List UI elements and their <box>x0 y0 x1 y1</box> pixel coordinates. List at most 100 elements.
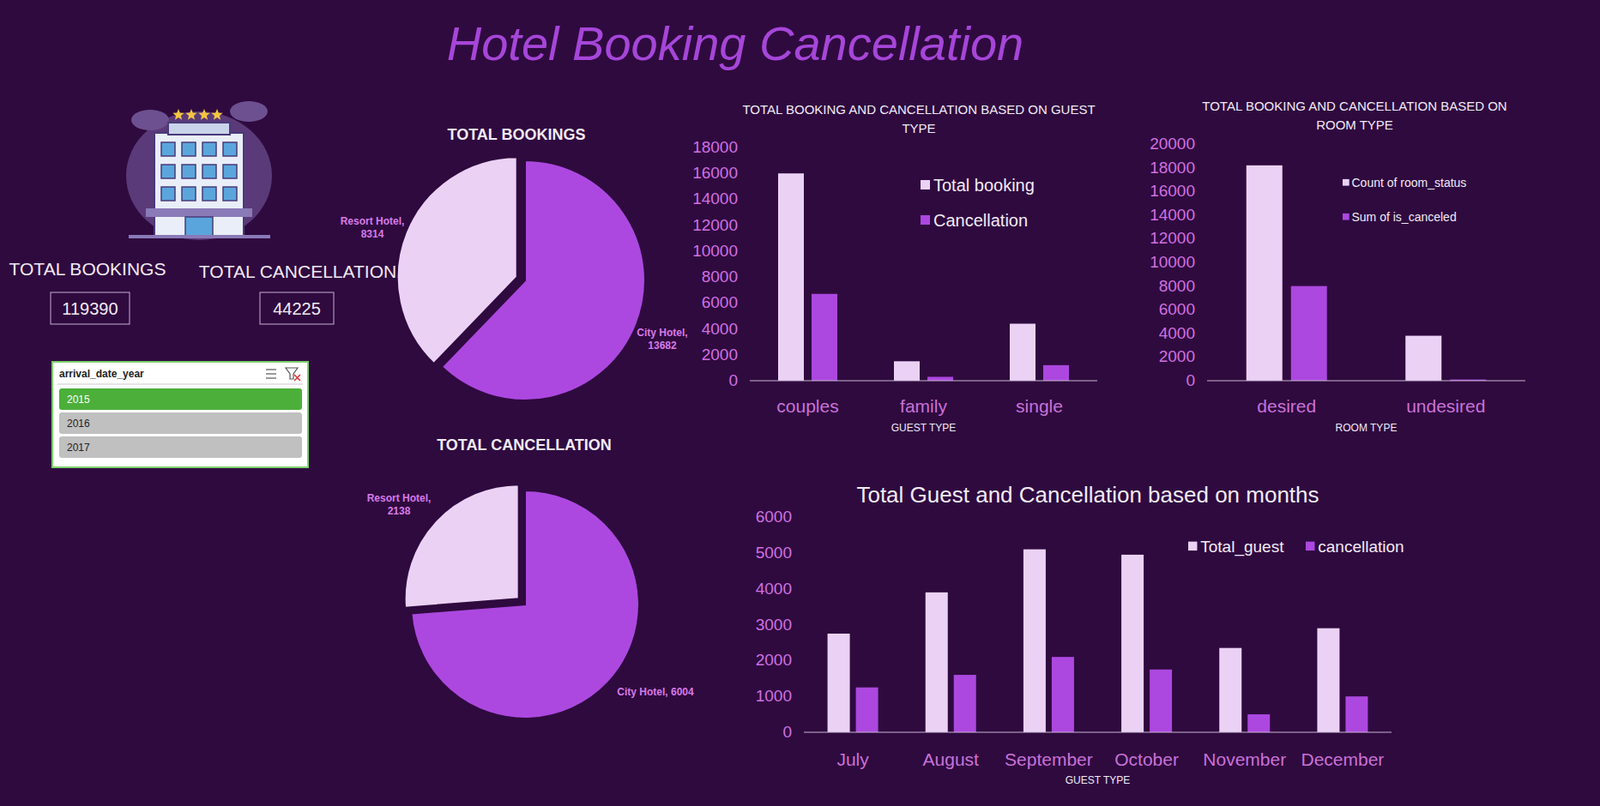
bar <box>1219 648 1242 733</box>
pie-chart: TOTAL BOOKINGSCity HotelResort HotelCity… <box>340 126 689 401</box>
legend-label: Total_guest <box>1200 537 1285 557</box>
icon-window <box>202 164 217 179</box>
bar-chart: 0200040006000800010000120001400016000180… <box>1149 134 1526 435</box>
bar <box>1247 714 1270 733</box>
y-tick-label: 0 <box>782 723 792 742</box>
bar <box>1023 549 1046 733</box>
slicer-rule <box>57 384 303 386</box>
kpi-box <box>259 292 334 325</box>
kpi-label: TOTAL CANCELLATION <box>199 261 397 282</box>
x-tick-label: single <box>1015 396 1063 417</box>
icon-window <box>202 187 217 201</box>
x-axis-label: GUEST TYPE <box>891 422 957 435</box>
y-tick-label: 2000 <box>1159 347 1196 366</box>
y-tick-label: 16000 <box>1149 181 1196 200</box>
slicer-frame <box>52 362 308 468</box>
x-tick-label: July <box>836 749 870 770</box>
legend-label: Count of room_status <box>1352 175 1468 190</box>
data-label: Resort Hotel,8314 <box>340 215 405 241</box>
bar <box>1316 628 1340 733</box>
bar <box>1246 165 1283 381</box>
icon-cloud <box>131 109 170 131</box>
kpi-box <box>50 292 130 325</box>
y-tick-label: 10000 <box>1149 253 1196 272</box>
y-tick-label: 2000 <box>755 651 792 670</box>
y-tick-label: 14000 <box>692 189 738 208</box>
bars <box>1246 165 1487 381</box>
bar <box>893 361 920 381</box>
bar <box>1121 555 1144 733</box>
icon-ground <box>128 235 271 239</box>
bar <box>953 675 977 733</box>
y-tick-label: 5000 <box>755 543 792 562</box>
y-tick-label: 10000 <box>692 241 738 260</box>
y-tick-label: 4000 <box>1159 324 1196 343</box>
y-tick-label: 18000 <box>1149 158 1196 177</box>
x-tick-label: family <box>899 396 948 417</box>
kpi-value: 119390 <box>61 299 118 319</box>
icon-line <box>265 368 277 370</box>
y-tick-label: 4000 <box>755 579 792 598</box>
icon-star <box>185 108 197 121</box>
slicer-item-label[interactable]: 2017 <box>66 441 91 454</box>
y-tick-label: 6000 <box>701 293 738 312</box>
bar <box>778 173 804 381</box>
chart-title: Total Guest and Cancellation based on mo… <box>856 482 1319 508</box>
legend-label: Cancellation <box>933 211 1028 230</box>
pie-chart: TOTAL CANCELLATIONCity HotelResort Hotel… <box>367 436 695 719</box>
icon-window <box>223 187 237 201</box>
icon-window <box>161 187 176 201</box>
icon-building <box>154 132 244 236</box>
bars <box>827 549 1369 733</box>
icon-window <box>181 164 196 179</box>
y-tick-label: 12000 <box>1149 229 1196 248</box>
x-axis-label: ROOM TYPE <box>1335 422 1398 435</box>
bar <box>1009 324 1036 381</box>
x-tick-label: couples <box>776 396 839 417</box>
legend-label: Total booking <box>933 175 1035 195</box>
icon-filter <box>285 368 298 380</box>
icon-star <box>211 108 223 121</box>
slicer-item[interactable] <box>59 412 302 435</box>
icon-awning <box>145 208 253 218</box>
slicer-item[interactable] <box>59 436 302 459</box>
icon-door <box>185 217 213 236</box>
slicer-item-label[interactable]: 2016 <box>66 417 91 430</box>
icon-window <box>181 142 196 157</box>
icon-star <box>172 108 184 121</box>
x-tick-label: October <box>1114 749 1179 770</box>
legend-swatch <box>1305 542 1315 551</box>
chart-title: TOTAL CANCELLATION <box>436 436 612 454</box>
legend-swatch <box>1188 542 1197 551</box>
bar <box>1043 365 1069 381</box>
icon-star <box>198 108 210 121</box>
x-tick-label: September <box>1004 749 1093 770</box>
slicer-item-label[interactable]: 2015 <box>66 393 91 406</box>
bar <box>1149 670 1172 733</box>
chart-title: TOTAL BOOKING AND CANCELLATION BASED ONR… <box>1201 98 1507 133</box>
y-tick-label: 6000 <box>1159 300 1196 319</box>
y-tick-label: 2000 <box>701 345 738 364</box>
x-axis <box>749 380 1098 382</box>
icon-clear <box>294 374 301 381</box>
icon-window <box>223 142 237 157</box>
legend-label: Sum of is_canceled <box>1352 210 1457 224</box>
page-title: Hotel Booking Cancellation <box>446 16 1024 71</box>
bar <box>925 592 948 733</box>
legend-swatch <box>920 180 930 190</box>
x-axis-label: GUEST TYPE <box>1065 774 1131 787</box>
background <box>0 0 1600 806</box>
legend-swatch <box>1342 213 1350 221</box>
slicer-item[interactable] <box>59 388 302 411</box>
x-axis <box>803 732 1392 734</box>
y-tick-label: 16000 <box>692 163 738 182</box>
icon-line <box>265 377 277 379</box>
icon-cloud <box>229 101 268 122</box>
y-tick-label: 3000 <box>755 615 792 634</box>
legend-swatch <box>1342 179 1350 187</box>
dashboard: Hotel Booking Cancellation TOTAL BOOKINGS… <box>0 0 1600 806</box>
y-tick-label: 6000 <box>755 507 792 526</box>
y-tick-label: 18000 <box>692 138 738 157</box>
icon-window <box>181 187 196 201</box>
slicer-icons <box>265 368 301 381</box>
